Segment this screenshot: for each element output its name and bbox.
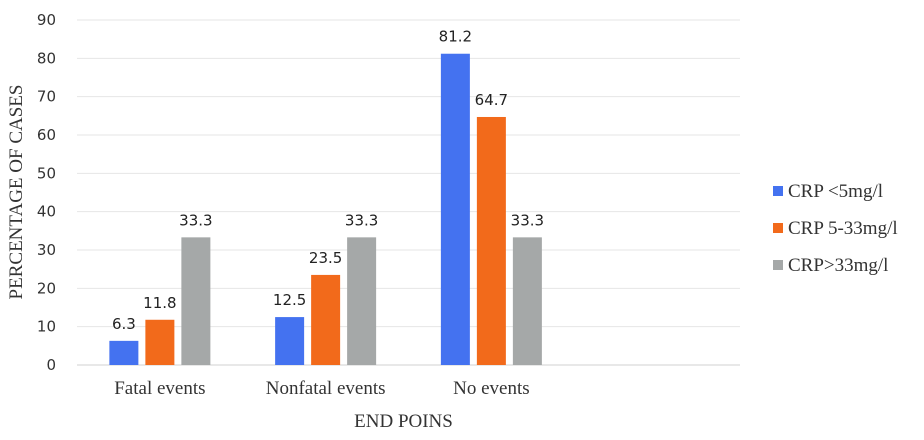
x-tick-label: Nonfatal events: [266, 378, 386, 399]
data-label: 6.3: [112, 315, 136, 333]
y-tick-label: 80: [37, 49, 56, 67]
bar-1: [311, 274, 341, 365]
data-label: 33.3: [345, 211, 378, 229]
bar-1: [145, 319, 175, 365]
y-tick-label: 10: [37, 318, 56, 336]
bar-0: [109, 340, 139, 365]
legend-swatch-0: [773, 186, 783, 196]
legend-swatch-2: [773, 260, 783, 270]
data-label: 33.3: [511, 211, 544, 229]
y-tick-label: 40: [37, 203, 56, 221]
legend-swatch-1: [773, 223, 783, 233]
bar-2: [181, 237, 211, 365]
y-tick-label: 0: [46, 356, 56, 374]
legend-label: CRP <5mg/l: [788, 181, 883, 202]
bar-0: [275, 317, 305, 365]
data-label: 81.2: [439, 28, 472, 46]
y-tick-label: 20: [37, 279, 56, 297]
legend-label: CRP 5-33mg/l: [788, 218, 898, 239]
data-label: 23.5: [309, 249, 342, 267]
data-label: 33.3: [179, 211, 212, 229]
data-label: 11.8: [143, 294, 176, 312]
bar-2: [512, 237, 542, 365]
legend-label: CRP>33mg/l: [788, 255, 888, 276]
bar-1: [476, 116, 506, 365]
x-tick-label: Fatal events: [114, 378, 205, 399]
data-label: 64.7: [475, 91, 508, 109]
bar-0: [440, 53, 470, 365]
y-tick-label: 90: [37, 11, 56, 29]
x-axis-title: END POINS: [354, 411, 453, 432]
data-label: 12.5: [273, 291, 306, 309]
y-tick-label: 60: [37, 126, 56, 144]
bar-2: [347, 237, 377, 365]
y-tick-label: 30: [37, 241, 56, 259]
x-tick-label: No events: [453, 378, 530, 399]
y-tick-label: 50: [37, 164, 56, 182]
y-tick-label: 70: [37, 88, 56, 106]
y-axis-title: PERCENTAGE OF CASES: [6, 85, 27, 300]
